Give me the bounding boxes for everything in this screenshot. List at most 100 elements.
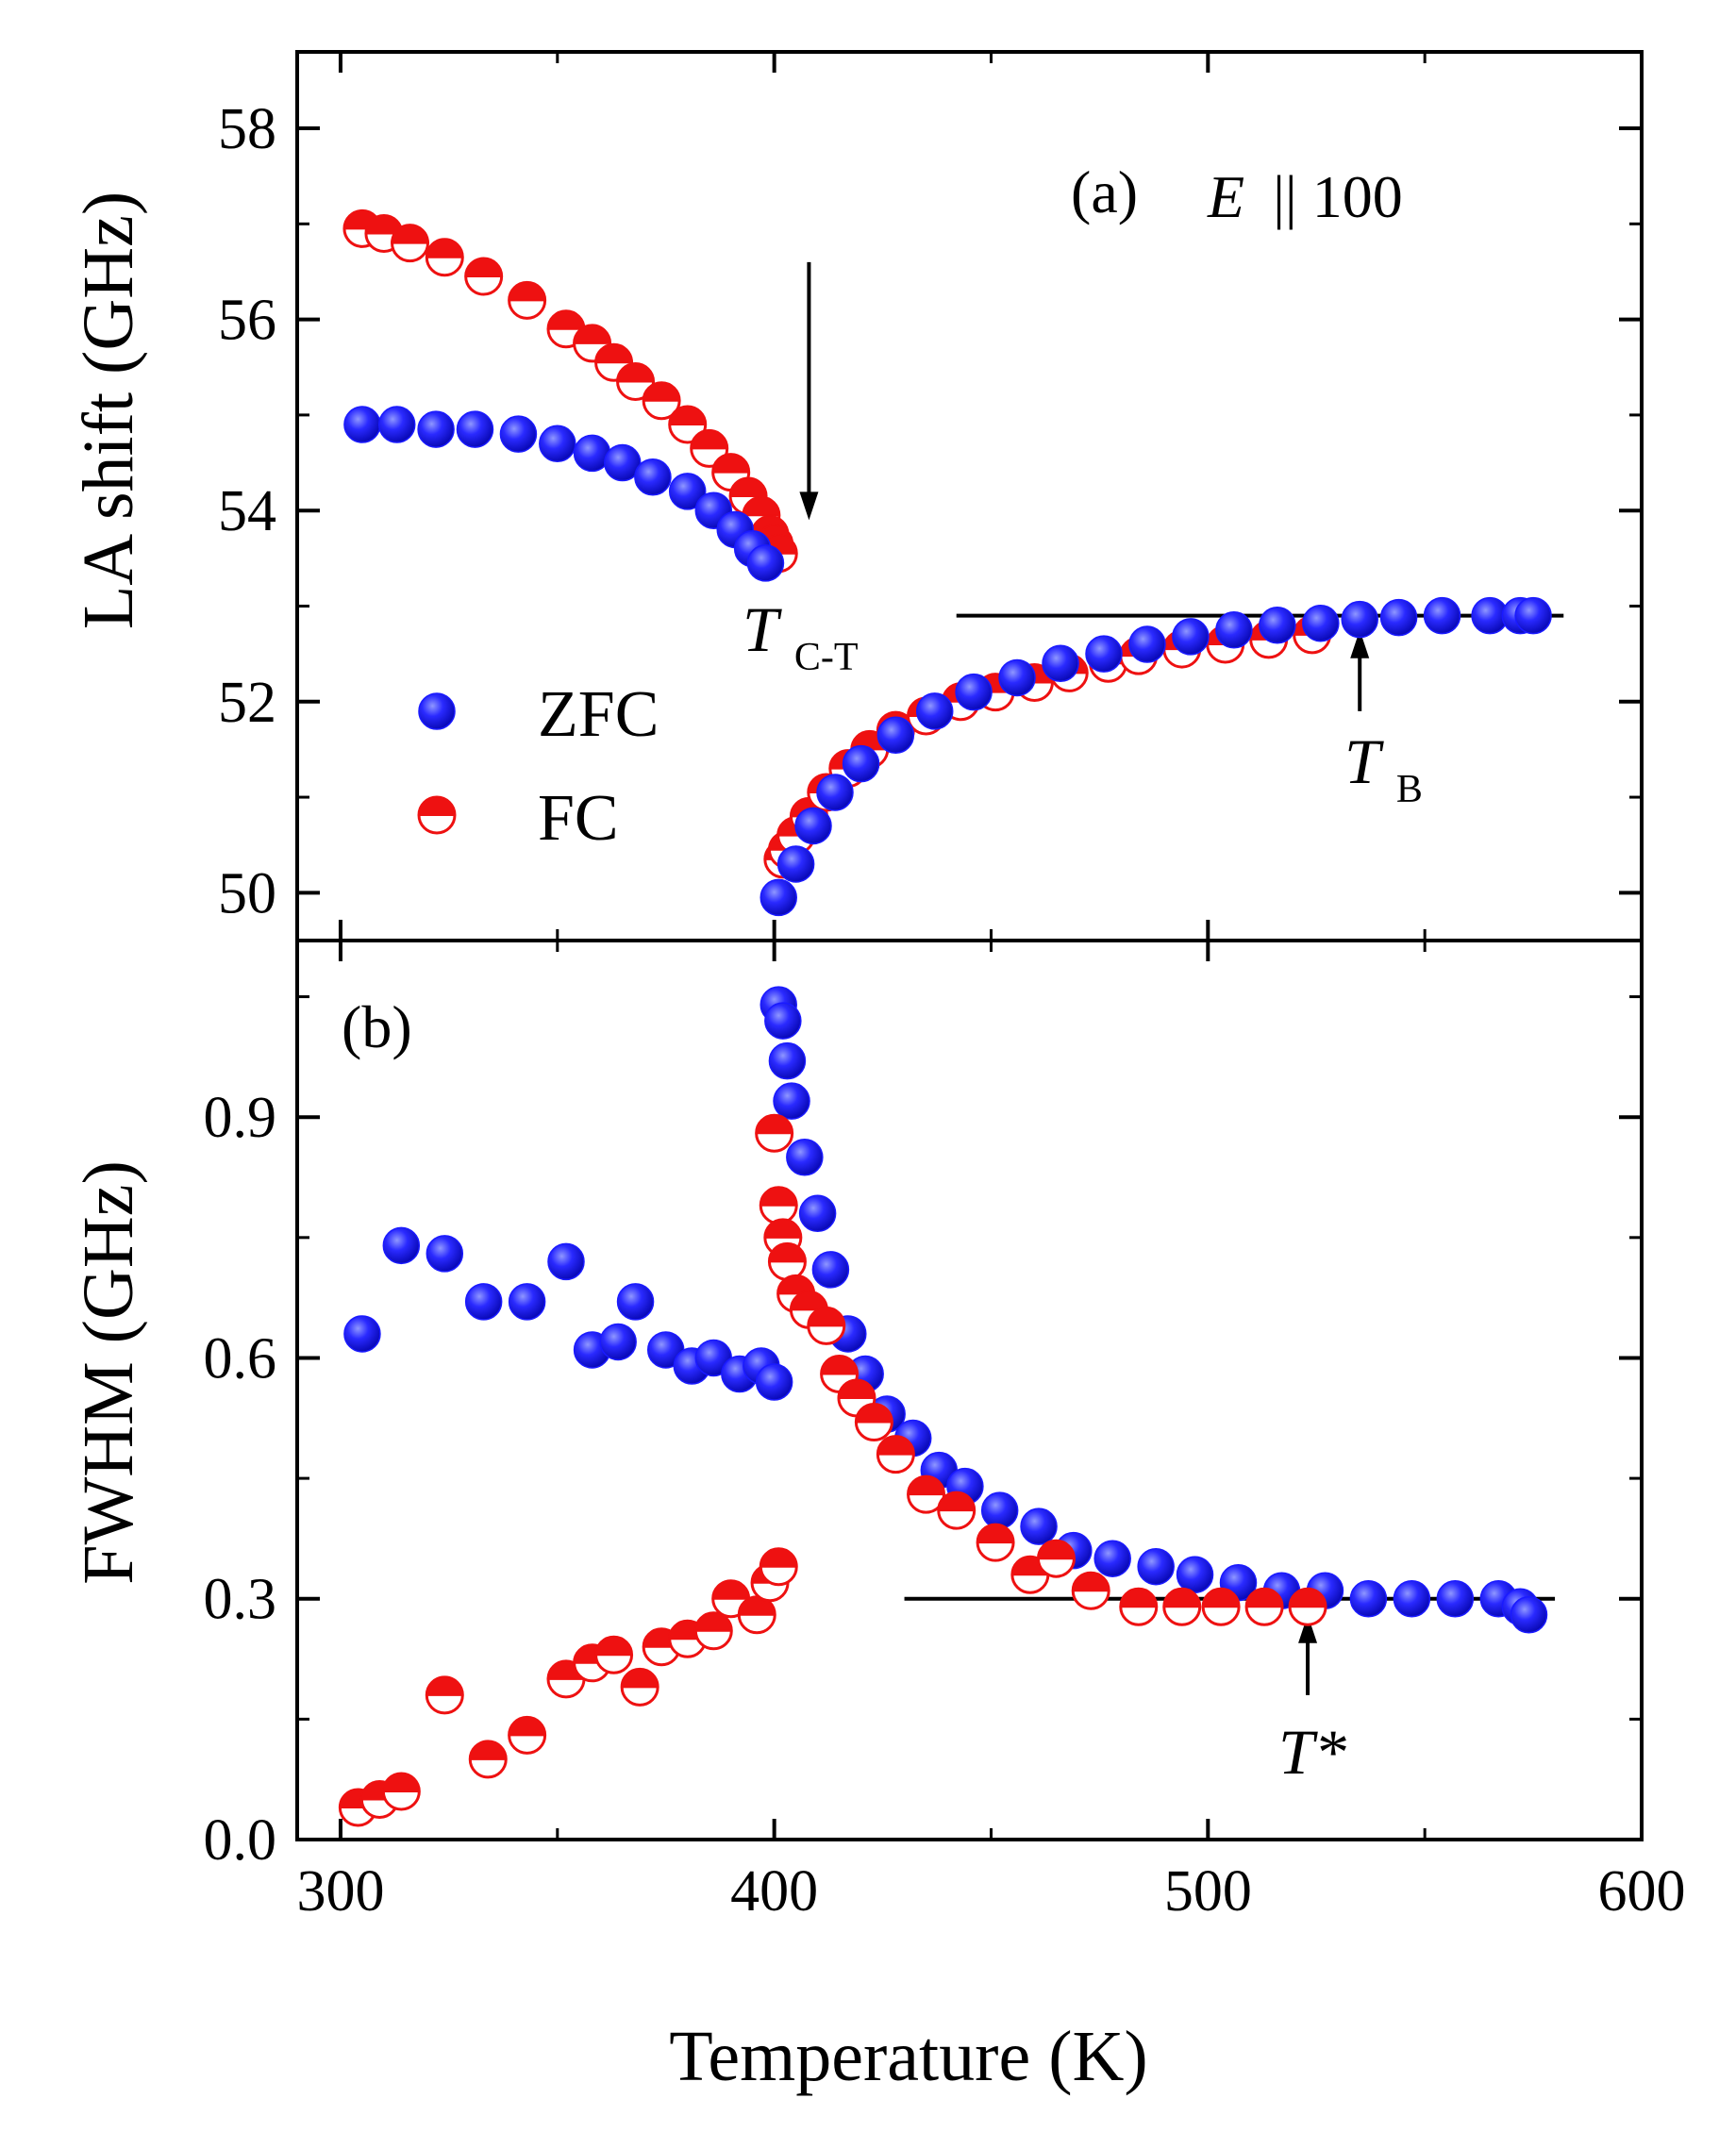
fc-marker-fill bbox=[821, 1356, 858, 1374]
point-zfc-a bbox=[746, 544, 785, 582]
point-fc-b bbox=[807, 1306, 846, 1345]
point-fc-b bbox=[594, 1635, 634, 1674]
point-zfc-a bbox=[915, 692, 954, 730]
point-zfc-a bbox=[1423, 596, 1461, 635]
fc-marker-fill bbox=[769, 1243, 806, 1262]
fc-marker-fill bbox=[977, 1524, 1014, 1543]
point-fc-a bbox=[391, 224, 430, 263]
legend-marker-zfc bbox=[418, 692, 456, 730]
point-zfc-a bbox=[1172, 618, 1210, 656]
legend-label-fc: FC bbox=[538, 782, 619, 855]
field-symbol: E bbox=[1207, 163, 1244, 230]
point-zfc-a bbox=[998, 658, 1036, 697]
fc-marker-fill bbox=[426, 239, 463, 258]
fc-marker-fill bbox=[1246, 1589, 1283, 1607]
panel-label-a: (a) bbox=[1071, 158, 1138, 225]
point-zfc-b bbox=[426, 1235, 464, 1273]
point-fc-a bbox=[464, 257, 504, 296]
point-fc-b bbox=[468, 1740, 508, 1779]
arrowhead-tstar bbox=[1298, 1614, 1318, 1643]
point-zfc-a bbox=[1215, 611, 1253, 649]
annotation-tstar: T* bbox=[1278, 1716, 1346, 1788]
point-fc-b bbox=[508, 1715, 547, 1755]
y-tick-label: 52 bbox=[218, 671, 276, 735]
fc-marker-fill bbox=[743, 497, 779, 516]
fc-marker-fill bbox=[712, 1580, 749, 1599]
point-zfc-b bbox=[768, 1041, 807, 1080]
point-fc-a bbox=[508, 280, 547, 320]
point-zfc-b bbox=[811, 1251, 850, 1289]
point-zfc-a bbox=[1341, 600, 1378, 639]
fc-marker-fill bbox=[760, 1187, 797, 1206]
arrowhead-tct bbox=[799, 491, 819, 521]
fc-marker-fill bbox=[938, 1492, 975, 1511]
point-zfc-b bbox=[1510, 1596, 1548, 1634]
point-fc-b bbox=[876, 1435, 915, 1474]
fc-marker-fill bbox=[617, 363, 654, 382]
point-zfc-b bbox=[798, 1194, 837, 1233]
fc-marker-fill bbox=[595, 1637, 632, 1656]
point-zfc-a bbox=[1042, 644, 1079, 683]
fc-marker-fill bbox=[383, 1773, 420, 1791]
point-fc-b bbox=[693, 1611, 733, 1651]
point-fc-b bbox=[425, 1675, 464, 1715]
fc-marker-fill bbox=[622, 1669, 659, 1688]
fc-marker-fill bbox=[365, 215, 402, 234]
x-tick-label: 500 bbox=[1164, 1859, 1252, 1924]
point-fc-a bbox=[668, 405, 708, 444]
point-zfc-b bbox=[382, 1226, 421, 1265]
point-zfc-b bbox=[786, 1138, 824, 1176]
point-fc-a bbox=[616, 361, 656, 401]
y-tick-label: 56 bbox=[218, 289, 276, 353]
axes-layer bbox=[295, 50, 1644, 1841]
x-tick-label: 600 bbox=[1598, 1859, 1686, 1924]
point-zfc-a bbox=[668, 473, 707, 510]
fc-marker-fill bbox=[595, 344, 632, 363]
legend-marker-fc bbox=[417, 795, 457, 835]
point-zfc-a bbox=[1514, 596, 1552, 635]
y-tick-label: 58 bbox=[218, 97, 276, 161]
fc-marker-fill bbox=[509, 1717, 545, 1736]
fc-marker-fill bbox=[643, 382, 680, 401]
point-zfc-a bbox=[1379, 598, 1418, 637]
point-zfc-b bbox=[547, 1242, 585, 1281]
point-fc-b bbox=[759, 1547, 798, 1587]
point-fc-b bbox=[755, 1113, 794, 1153]
fc-marker-fill bbox=[574, 325, 610, 343]
annotation-tct-subscript: C-T bbox=[794, 636, 859, 679]
fc-marker-fill bbox=[730, 478, 767, 496]
y-tick-label: 0.9 bbox=[204, 1086, 277, 1150]
point-zfc-b bbox=[1093, 1540, 1131, 1577]
point-fc-b bbox=[759, 1186, 798, 1225]
point-zfc-b bbox=[1020, 1507, 1058, 1545]
fc-marker-fill bbox=[426, 1676, 463, 1695]
point-fc-b bbox=[1071, 1571, 1110, 1610]
point-zfc-b bbox=[616, 1283, 655, 1321]
point-fc-b bbox=[1036, 1539, 1076, 1578]
fc-marker-fill bbox=[1163, 1589, 1200, 1607]
fc-marker-fill bbox=[691, 430, 727, 449]
point-zfc-a bbox=[1259, 606, 1296, 644]
annotation-tb-subscript: B bbox=[1396, 768, 1423, 811]
y-axis-label-b: FWHM (GHz) bbox=[69, 1160, 148, 1585]
point-fc-b bbox=[1162, 1587, 1202, 1626]
point-zfc-a bbox=[842, 744, 880, 783]
annotation-tb: T B bbox=[1344, 725, 1423, 811]
point-zfc-a bbox=[1302, 604, 1340, 642]
fc-marker-fill bbox=[908, 1476, 944, 1495]
point-zfc-a bbox=[876, 716, 915, 754]
y-tick-label: 0.0 bbox=[204, 1808, 277, 1873]
fc-marker-fill bbox=[1203, 1589, 1240, 1607]
point-fc-b bbox=[907, 1474, 946, 1514]
point-zfc-a bbox=[776, 845, 815, 883]
fc-marker-fill bbox=[712, 454, 749, 473]
point-zfc-b bbox=[1393, 1579, 1431, 1618]
point-zfc-a bbox=[1128, 625, 1166, 663]
point-zfc-a bbox=[1085, 635, 1123, 673]
point-zfc-b bbox=[755, 1363, 793, 1401]
point-zfc-a bbox=[377, 406, 416, 443]
point-zfc-a bbox=[539, 425, 576, 463]
point-zfc-a bbox=[456, 410, 494, 448]
point-zfc-a bbox=[417, 410, 455, 448]
fc-marker-fill bbox=[856, 1404, 893, 1423]
